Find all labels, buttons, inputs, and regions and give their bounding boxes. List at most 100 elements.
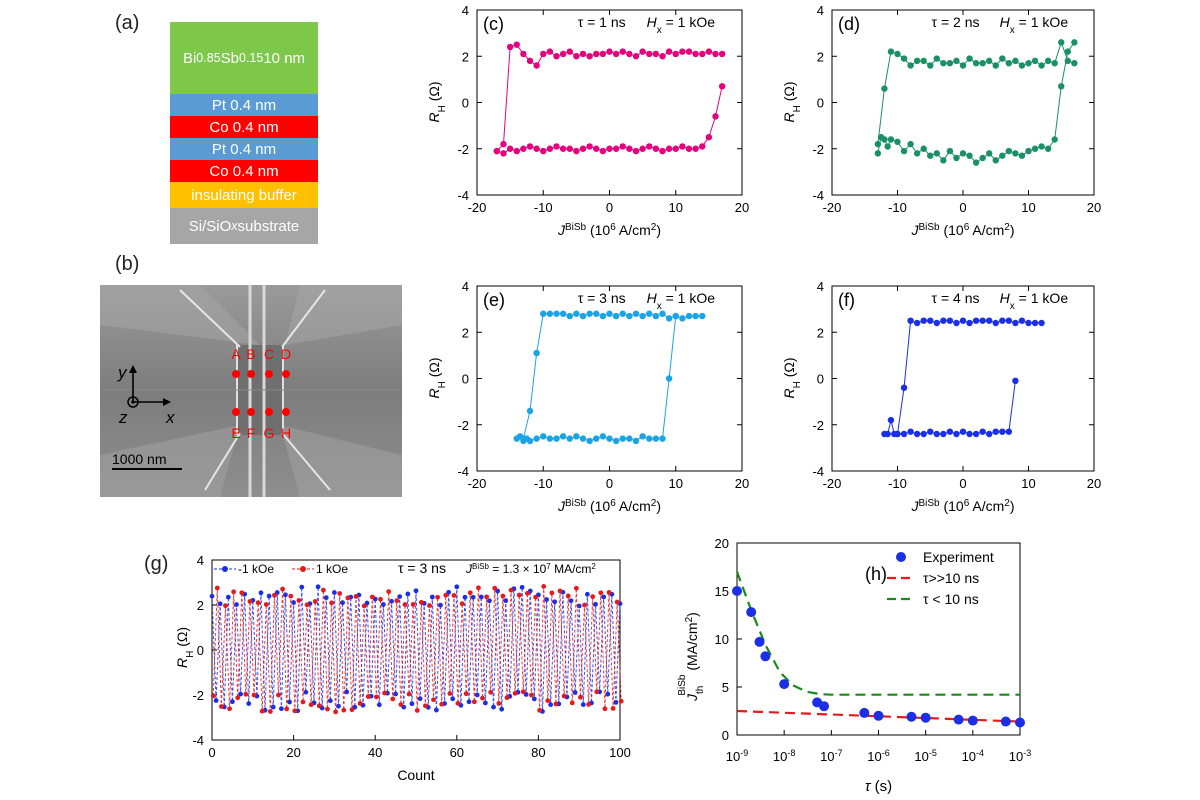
data-point	[315, 584, 321, 590]
data-point	[499, 706, 505, 712]
data-point	[259, 708, 265, 714]
data-point	[665, 375, 673, 382]
data-point	[451, 593, 457, 598]
x-tick-label: 40	[368, 745, 382, 760]
x-axis-label: Count	[397, 767, 434, 783]
data-point	[920, 430, 927, 438]
data-point	[246, 701, 252, 706]
data-point	[590, 594, 596, 600]
data-point	[546, 48, 554, 55]
data-point	[553, 310, 560, 317]
layer-1: Pt 0.4 nm	[170, 94, 318, 116]
data-point	[402, 602, 408, 607]
data-point	[393, 691, 398, 697]
data-point	[946, 428, 954, 435]
data-point	[626, 435, 633, 442]
tau-annotation: τ = 4 ns	[932, 290, 980, 306]
data-point	[940, 59, 947, 67]
current-annotation: JBiSb = 1.3 × 107 MA/cm2	[465, 562, 596, 577]
x-tick-label: 20	[735, 200, 749, 215]
data-point	[979, 59, 986, 67]
data-point	[1018, 62, 1026, 69]
legend-label: -1 kOe	[238, 562, 274, 576]
data-point	[639, 48, 646, 55]
sem-overlay: y z x 1000 nm A B C D E F G H	[112, 346, 291, 470]
data-point	[541, 584, 547, 589]
data-point	[431, 697, 436, 703]
y-axis-label: RH (Ω)	[174, 627, 196, 668]
data-point	[303, 689, 309, 695]
series-line	[212, 586, 622, 712]
tau-annotation: τ = 2 ns	[932, 14, 980, 30]
data-point	[992, 62, 999, 69]
data-point	[999, 152, 1006, 159]
data-point	[946, 317, 954, 324]
data-point	[488, 689, 494, 695]
data-point	[1031, 57, 1039, 65]
data-point	[357, 701, 363, 706]
data-point	[639, 433, 646, 440]
data-point	[679, 143, 686, 150]
data-point	[283, 592, 288, 598]
y-tick-label: 2	[817, 49, 824, 64]
data-point	[1044, 145, 1052, 152]
upper-branch-line	[522, 313, 703, 439]
data-point	[999, 317, 1006, 324]
data-point	[584, 591, 590, 597]
x-tick-label: 80	[531, 745, 545, 760]
data-point	[378, 596, 383, 602]
lower-branch-line	[516, 316, 677, 442]
data-point	[907, 62, 914, 69]
data-point	[493, 147, 501, 155]
y-tick-label: -4	[457, 188, 469, 203]
data-point	[1012, 319, 1019, 327]
data-point	[520, 50, 527, 58]
data-point	[712, 113, 719, 120]
data-point	[900, 55, 908, 62]
data-point	[705, 48, 713, 55]
data-point	[566, 435, 573, 442]
data-point	[920, 145, 927, 152]
data-point	[586, 437, 593, 445]
data-point	[873, 710, 884, 721]
data-point	[533, 594, 538, 600]
data-point	[672, 312, 679, 320]
y-tick-label: 20	[715, 536, 729, 551]
data-point	[1038, 62, 1045, 69]
data-point	[619, 435, 626, 442]
data-point	[561, 693, 567, 699]
data-point	[454, 584, 460, 590]
data-point	[544, 597, 549, 602]
data-point	[500, 150, 507, 157]
y-tick-label: 0	[462, 372, 469, 387]
data-point	[632, 147, 640, 155]
data-point	[986, 317, 993, 324]
data-point	[340, 600, 345, 606]
y-tick-label: 4	[197, 553, 204, 568]
panel-label-f: (f)	[838, 290, 855, 310]
data-point	[439, 701, 445, 707]
data-point	[992, 319, 999, 327]
data-point	[685, 145, 693, 152]
data-point	[900, 430, 908, 438]
data-point	[320, 587, 326, 593]
data-point	[646, 50, 653, 58]
data-point	[565, 593, 571, 599]
data-point	[881, 85, 888, 92]
data-point	[284, 706, 290, 712]
data-point	[238, 691, 243, 697]
legend-label: τ < 10 ns	[923, 591, 979, 607]
data-point	[874, 140, 882, 148]
data-point	[459, 601, 465, 607]
data-point	[1025, 319, 1032, 327]
data-point	[287, 699, 292, 705]
x-tick-label: -20	[823, 200, 842, 215]
coordinate-axes	[127, 365, 171, 408]
data-point	[418, 599, 424, 605]
x-tick-label: 0	[959, 476, 966, 491]
data-point	[300, 699, 306, 705]
data-point	[966, 152, 973, 159]
data-point	[243, 691, 249, 697]
data-point	[394, 598, 400, 604]
data-point	[292, 708, 298, 714]
